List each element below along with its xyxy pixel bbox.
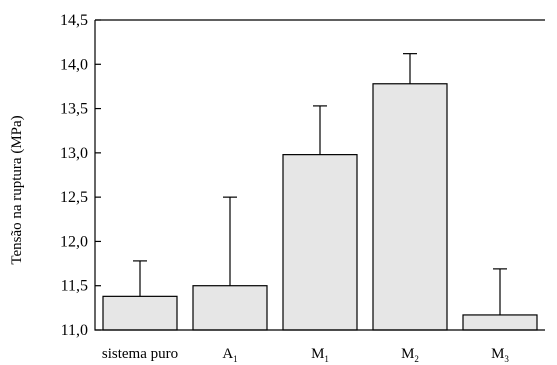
x-axis-labels: sistema puro A1 M1 M2 M3 [102, 346, 510, 364]
y-tick-label: 13,5 [60, 101, 88, 118]
plot-frame [94, 19, 545, 331]
x-tick-label: M3 [491, 346, 509, 364]
y-tick-label: 13,0 [60, 145, 88, 162]
y-axis-ticks: 11,0 11,5 12,0 12,5 13,0 13,5 14,0 14,5 [60, 12, 101, 339]
bar [462, 314, 538, 331]
y-axis-title: Tensão na ruptura (MPa) [9, 115, 25, 264]
error-bars [133, 53, 507, 315]
x-tick-label: sistema puro [102, 346, 178, 362]
bar [192, 285, 268, 331]
bars [102, 83, 538, 331]
bar [372, 83, 448, 331]
x-tick-label: M1 [311, 346, 329, 364]
bar [282, 154, 358, 331]
y-tick-label: 14,5 [60, 12, 88, 29]
y-tick-label: 14,0 [60, 56, 88, 73]
y-tick-label: 12,5 [60, 189, 88, 206]
y-tick-label: 12,0 [60, 233, 88, 250]
y-tick-label: 11,0 [61, 322, 88, 339]
bar [102, 295, 178, 331]
y-tick-label: 11,5 [61, 278, 88, 295]
x-tick-label: A1 [222, 346, 237, 364]
x-tick-label: M2 [401, 346, 419, 364]
